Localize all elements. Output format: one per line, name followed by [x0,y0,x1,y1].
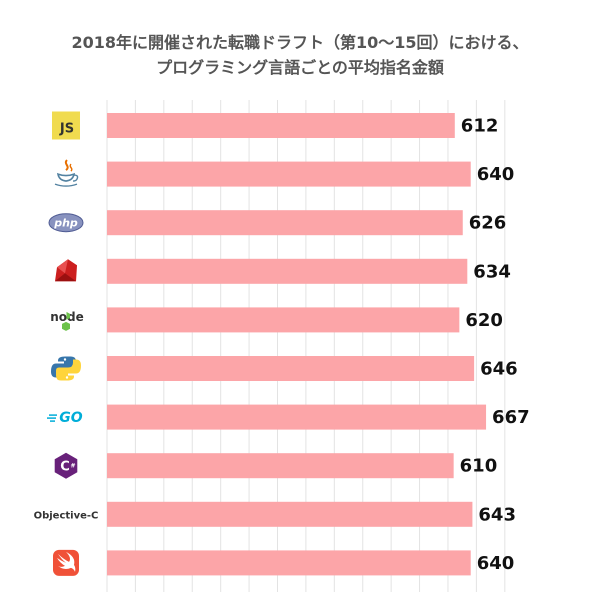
value-label: 667 [492,407,530,428]
svg-text:GO: GO [59,410,82,426]
value-label: 640 [477,164,515,185]
value-label: 626 [469,213,507,234]
ruby-logo [55,259,77,282]
value-label: 634 [473,261,511,282]
category-label-text: Objective-C [34,510,99,521]
bar-php [107,210,463,236]
bar-java [107,161,471,187]
svg-text:C: C [60,460,70,475]
svg-text:JS: JS [59,122,74,137]
bar-swift [107,550,471,576]
value-labels: 612 640 626 634 620 646 667 610 643 640 [460,116,530,574]
csharp-logo: C # [54,452,78,479]
value-label: 640 [477,553,515,574]
value-label: 643 [478,504,516,525]
category-label: Objective-C [34,510,99,521]
category-labels: JS php node GO C# Objective-C [34,111,99,576]
value-label: 620 [465,310,503,331]
value-label: 610 [460,456,498,477]
bar-javascript [107,113,455,138]
bar-node-js [107,307,460,333]
js-logo: JS [52,111,80,140]
bar-c- [107,453,454,479]
swift-logo [53,549,79,576]
chart-title: 2018年に開催された転職ドラフト（第10〜15回）における、 プログラミング言… [0,30,600,80]
java-logo [54,159,79,187]
chart-title-line-1: 2018年に開催された転職ドラフト（第10〜15回）における、 [71,33,529,52]
value-label: 646 [480,359,518,380]
bar-go [107,404,487,430]
go-logo: GO [47,410,83,426]
chart-title-line-2: プログラミング言語ごとの平均指名金額 [156,58,444,77]
php-logo: php [48,213,84,233]
bar-ruby [107,258,468,284]
bars [107,113,487,576]
python-logo [51,356,81,381]
value-label: 612 [461,116,499,137]
svg-text:#: # [70,463,75,470]
bar-objective-c [107,501,473,527]
bar-python [107,356,475,381]
nodejs-logo: node [50,310,84,331]
svg-text:php: php [53,217,78,230]
